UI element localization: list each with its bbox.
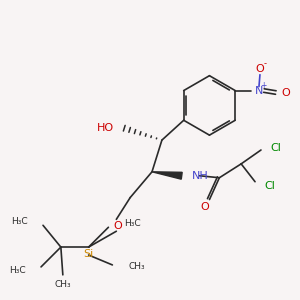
Text: H₃C: H₃C <box>10 266 26 275</box>
Text: HO: HO <box>97 123 114 133</box>
Text: -: - <box>264 59 267 68</box>
Text: O: O <box>256 64 264 74</box>
Text: H₃C: H₃C <box>124 219 141 228</box>
Text: N: N <box>255 85 263 96</box>
Text: CH₃: CH₃ <box>55 280 71 289</box>
Text: Cl: Cl <box>270 143 281 153</box>
Text: O: O <box>113 221 122 231</box>
Polygon shape <box>152 172 182 179</box>
Text: O: O <box>200 202 209 212</box>
Text: +: + <box>260 81 267 90</box>
Text: NH: NH <box>192 171 208 181</box>
Text: Cl: Cl <box>264 181 275 191</box>
Text: O: O <box>281 88 290 98</box>
Text: H₃C: H₃C <box>11 217 28 226</box>
Text: CH₃: CH₃ <box>128 262 145 272</box>
Text: Si: Si <box>83 249 94 259</box>
